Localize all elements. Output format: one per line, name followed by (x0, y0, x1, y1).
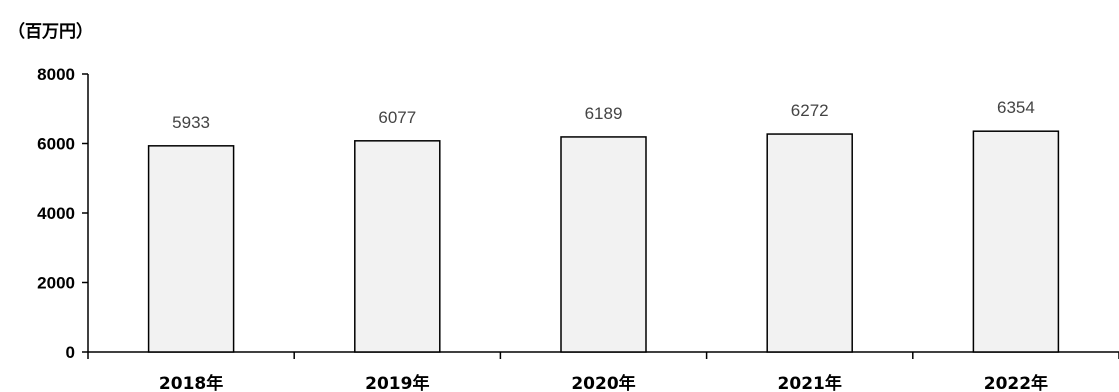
y-tick-label: 6000 (37, 135, 75, 154)
bar-4 (766, 133, 853, 353)
y-tick-label: 2000 (37, 274, 75, 293)
bars (147, 130, 1060, 353)
y-tick-label: 4000 (37, 204, 75, 223)
x-axis: 2018年 2019年 2020年 2021年 2022年 (87, 351, 1119, 392)
y-tick-label: 8000 (37, 65, 75, 84)
data-label: 5933 (172, 113, 210, 132)
x-tick-label: 2020年 (571, 373, 635, 392)
bar-2 (354, 140, 441, 353)
data-labels: 5933 6077 6189 6272 6354 (172, 98, 1035, 132)
y-axis: 8000 6000 4000 2000 0 (37, 65, 89, 362)
bar-3 (560, 136, 647, 353)
bar-1 (147, 145, 235, 353)
x-tick-label: 2021年 (778, 373, 842, 392)
unit-label: （百万円） (8, 21, 93, 42)
x-tick-label: 2022年 (984, 373, 1048, 392)
x-tick-label: 2019年 (365, 373, 429, 392)
x-tick-label: 2018年 (159, 373, 223, 392)
data-label: 6077 (378, 108, 416, 127)
data-label: 6354 (997, 98, 1035, 117)
data-label: 6272 (791, 101, 829, 120)
bar-5 (972, 130, 1060, 353)
y-tick-label: 0 (66, 343, 75, 362)
data-label: 6189 (585, 104, 623, 123)
